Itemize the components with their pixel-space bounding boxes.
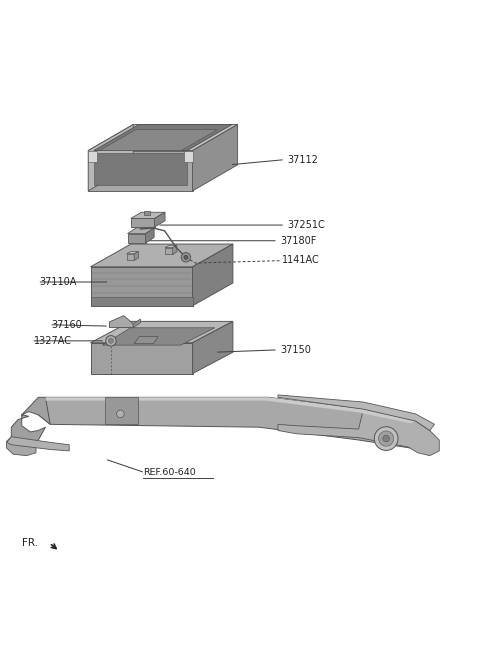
Polygon shape [128,234,145,243]
Text: 37251C: 37251C [288,220,325,230]
Polygon shape [278,409,439,456]
Text: 37112: 37112 [288,154,318,165]
Polygon shape [102,328,215,345]
Polygon shape [91,343,192,374]
Polygon shape [278,395,434,430]
Polygon shape [131,212,165,218]
Polygon shape [94,154,187,185]
Polygon shape [88,150,96,162]
Circle shape [106,336,116,346]
Polygon shape [192,124,238,191]
Polygon shape [192,244,233,306]
Polygon shape [165,248,173,254]
Polygon shape [145,228,154,243]
Polygon shape [128,228,154,234]
Circle shape [379,431,394,446]
Text: 1327AC: 1327AC [34,336,72,346]
Polygon shape [7,437,36,456]
Circle shape [181,252,191,262]
Polygon shape [12,397,50,445]
Polygon shape [165,245,177,248]
Circle shape [184,256,188,260]
Polygon shape [127,254,134,260]
Polygon shape [105,397,138,424]
Text: 37180F: 37180F [280,236,317,246]
Polygon shape [91,297,192,306]
Polygon shape [173,245,177,254]
Polygon shape [134,336,158,344]
Text: 1141AC: 1141AC [282,255,320,265]
Circle shape [374,426,398,451]
Polygon shape [38,397,430,448]
Text: FR.: FR. [22,538,38,548]
Text: 37160: 37160 [52,320,83,330]
Polygon shape [192,321,233,374]
Polygon shape [7,437,69,451]
Polygon shape [88,124,238,150]
Polygon shape [133,319,140,328]
Polygon shape [99,129,217,150]
Polygon shape [155,212,165,227]
Polygon shape [88,124,133,191]
Circle shape [383,435,389,442]
Circle shape [117,410,124,418]
Polygon shape [109,316,133,328]
Polygon shape [46,397,416,423]
Polygon shape [94,124,232,150]
Polygon shape [184,150,192,162]
Text: 37150: 37150 [280,345,311,355]
Polygon shape [134,252,138,260]
Text: REF.60-640: REF.60-640 [143,468,195,477]
Circle shape [108,338,113,343]
Polygon shape [91,321,233,343]
Polygon shape [131,218,155,227]
Polygon shape [127,252,138,254]
Polygon shape [144,211,150,215]
Polygon shape [91,267,192,306]
Text: 37110A: 37110A [40,277,77,287]
Polygon shape [88,150,192,191]
Polygon shape [91,244,233,267]
